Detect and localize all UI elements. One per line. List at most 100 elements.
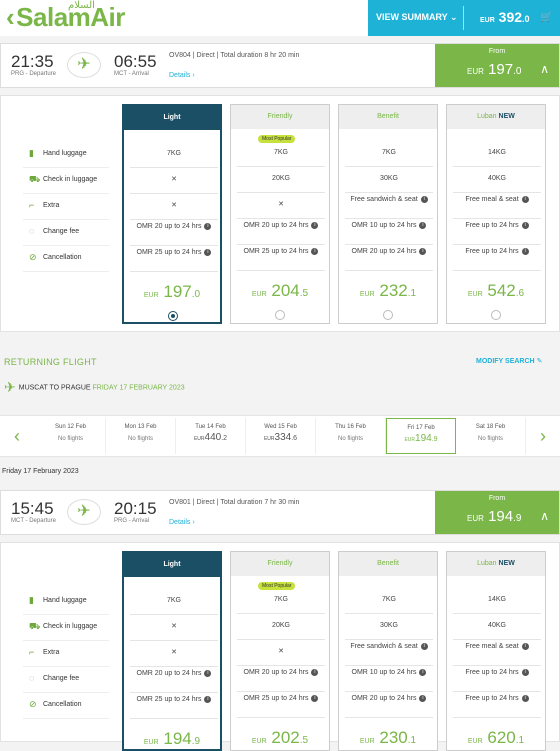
info-icon[interactable]: i [311,221,319,229]
info-icon[interactable]: i [311,694,319,702]
feature-label: Hand luggage [43,597,87,604]
feature-row: ⊘ Cancellation [23,244,109,272]
fare-name-text: Light [163,114,181,121]
modify-search-link[interactable]: MODIFY SEARCH ✎ [476,357,542,365]
info-icon[interactable]: i [521,642,529,650]
summary-bar[interactable]: VIEW SUMMARY ⌄ EUR 392.0 🛒 [368,0,560,36]
outbound-flight-row[interactable]: 21:35 PRG - Departure ✈ 06:55 MCT - Arri… [0,43,560,88]
date-option[interactable]: Thu 16 Feb No flights [316,418,386,454]
date-option[interactable]: Mon 13 Feb No flights [106,418,176,454]
info-icon[interactable]: i [311,247,319,255]
suitcase-icon: ▮ [29,148,34,158]
fare-column-friendly[interactable]: Friendly Most Popular 7KG 20KG ✕ OMR 20 up to… [230,551,330,751]
fare-column-light[interactable]: Light 7KG ✕ ✕ OMR 20 up to 24 hrs i OMR 25 up … [122,104,222,324]
fare-name-text: Benefit [377,560,399,567]
fare-cell: OMR 25 up to 24 hrs i [237,245,325,271]
outbound-details-link[interactable]: Details › [169,72,195,79]
return-from-price-button[interactable]: From EUR 194.9 ∧ [435,491,559,534]
fare-cell-text: OMR 20 up to 24 hrs [136,670,202,677]
info-icon[interactable]: i [420,195,428,203]
fare-name: Benefit [339,105,437,129]
fare-decimal: .6 [515,288,525,299]
fare-currency: EUR [359,738,375,745]
cancellation-icon: ⊘ [29,699,37,709]
fare-column-light[interactable]: Light 7KG ✕ ✕ OMR 20 up to 24 hrs i OMR 25 up … [122,551,222,751]
new-badge: NEW [498,113,515,120]
edit-icon: ✎ [536,358,543,365]
fare-radio[interactable] [491,310,501,320]
info-icon[interactable]: i [204,669,212,677]
fare-cell-text: Free up to 24 hrs [465,222,519,229]
feature-label: Check in luggage [43,176,98,183]
fare-cell: OMR 25 up to 24 hrs i [237,692,325,718]
date-currency: EUR [193,436,205,442]
info-icon[interactable]: i [419,668,427,676]
fare-cell: 30KG [345,614,433,640]
chevron-left-icon[interactable]: ‹ [14,426,20,446]
total-decimal: .0 [522,14,530,24]
fare-cell: 20KG [237,167,325,193]
feature-row: ▮ Hand luggage [23,140,109,168]
fare-column-benefit[interactable]: Benefit 7KG 30KG Free sandwich & seat i OMR 1… [338,104,438,324]
date-option[interactable]: Sat 18 Feb No flights [456,418,526,454]
feature-label: Extra [43,202,60,209]
fare-amount: 202 [271,728,300,747]
fare-cell: OMR 20 up to 24 hrs i [130,667,218,693]
info-icon[interactable]: i [419,694,427,702]
fare-cell: Free meal & seat i [453,640,541,666]
info-icon[interactable]: i [521,668,529,676]
outbound-from-price-button[interactable]: From EUR 197.0 ∧ [435,44,559,87]
return-flight-row[interactable]: 15:45 MCT - Departure ✈ 20:15 PRG - Arri… [0,490,560,535]
fare-radio[interactable] [168,311,178,321]
cart-icon[interactable]: 🛒 [540,12,553,23]
info-icon[interactable]: i [521,221,529,229]
fare-price: EUR 542.6 [447,281,545,301]
view-summary-label: VIEW SUMMARY [376,12,448,22]
chevron-up-icon[interactable]: ∧ [540,62,549,76]
fare-currency: EUR [359,291,375,298]
info-icon[interactable]: i [420,642,428,650]
chevron-up-icon[interactable]: ∧ [540,509,549,523]
info-icon[interactable]: i [419,247,427,255]
fare-price: EUR 204.5 [231,281,329,301]
fare-name: Light [124,106,220,130]
fare-amount: 204 [271,281,300,300]
info-icon[interactable]: i [521,694,529,702]
summary-divider [463,6,464,30]
info-icon[interactable]: i [204,248,212,256]
fare-column-luban[interactable]: Luban NEW 14KG 40KG Free meal & seat i Free u… [446,551,546,751]
fare-cell-text: 40KG [488,175,506,182]
fare-cell: OMR 20 up to 24 hrs i [345,692,433,718]
chevron-right-icon[interactable]: › [540,426,546,446]
fare-column-benefit[interactable]: Benefit 7KG 30KG Free sandwich & seat i OMR 1… [338,551,438,751]
date-option[interactable]: Tue 14 Feb EUR440.2 [176,418,246,454]
info-icon[interactable]: i [311,668,319,676]
total-currency: EUR [480,17,495,24]
fare-cell-text: Free up to 24 hrs [465,669,519,676]
return-details-link[interactable]: Details › [169,519,195,526]
salamair-logo[interactable]: ‹SalamAir السلام [6,0,125,33]
date-option[interactable]: Sun 12 Feb No flights [36,418,106,454]
date-option[interactable]: Fri 17 Feb EUR194.9 [386,418,456,454]
fare-amount: 232 [379,281,408,300]
feature-row: ◌ Change fee [23,218,109,246]
info-icon[interactable]: i [204,222,212,230]
fare-name: Luban NEW [447,105,545,129]
fare-column-luban[interactable]: Luban NEW 14KG 40KG Free meal & seat i Free u… [446,104,546,324]
view-summary-button[interactable]: VIEW SUMMARY ⌄ [376,12,458,23]
date-selector: ‹ › Sun 12 Feb No flights Mon 13 Feb No fli… [0,415,560,457]
fare-radio[interactable] [383,310,393,320]
fare-column-friendly[interactable]: Friendly Most Popular 7KG 20KG ✕ OMR 20 up to… [230,104,330,324]
feature-row: ⌐ Extra [23,639,109,667]
change-fee-icon: ◌ [29,226,35,236]
info-icon[interactable]: i [521,195,529,203]
fare-radio[interactable] [275,310,285,320]
date-option[interactable]: Wed 15 Feb EUR334.6 [246,418,316,454]
info-icon[interactable]: i [521,247,529,255]
date-price: EUR334.6 [246,432,315,443]
date-decimal: .6 [291,435,298,442]
fare-cell: 7KG [237,141,325,167]
info-icon[interactable]: i [419,221,427,229]
fare-amount: 620 [487,728,516,747]
info-icon[interactable]: i [204,695,212,703]
